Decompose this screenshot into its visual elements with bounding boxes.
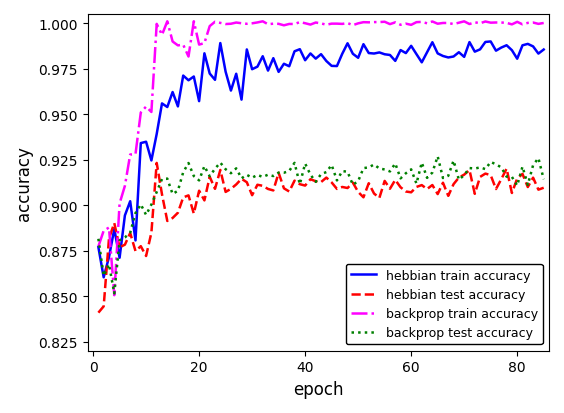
hebbian train accuracy — [233, 72, 240, 77]
hebbian test accuracy — [540, 186, 547, 191]
hebbian train accuracy — [100, 275, 107, 280]
backprop train accuracy — [180, 43, 187, 48]
backprop test accuracy — [111, 291, 118, 296]
X-axis label: epoch: epoch — [293, 380, 343, 398]
hebbian test accuracy — [254, 183, 261, 188]
hebbian train accuracy — [540, 48, 547, 53]
backprop train accuracy — [540, 21, 547, 26]
Line: backprop train accuracy: backprop train accuracy — [98, 22, 544, 295]
hebbian test accuracy — [153, 161, 160, 166]
backprop train accuracy — [111, 293, 118, 298]
hebbian train accuracy — [487, 40, 494, 45]
hebbian test accuracy — [174, 211, 181, 216]
Line: hebbian train accuracy: hebbian train accuracy — [98, 43, 544, 278]
backprop train accuracy — [164, 20, 171, 25]
Line: hebbian test accuracy: hebbian test accuracy — [98, 164, 544, 313]
Y-axis label: accuracy: accuracy — [15, 145, 33, 220]
hebbian train accuracy — [238, 98, 245, 103]
hebbian test accuracy — [519, 172, 526, 177]
hebbian test accuracy — [233, 183, 240, 188]
backprop train accuracy — [95, 244, 102, 249]
backprop test accuracy — [525, 183, 531, 188]
hebbian test accuracy — [323, 176, 330, 180]
hebbian train accuracy — [174, 104, 181, 109]
backprop test accuracy — [238, 176, 245, 181]
backprop train accuracy — [244, 22, 250, 27]
backprop test accuracy — [254, 173, 261, 178]
hebbian test accuracy — [238, 177, 245, 182]
hebbian train accuracy — [95, 245, 102, 250]
backprop train accuracy — [525, 21, 531, 26]
Line: backprop test accuracy: backprop test accuracy — [98, 157, 544, 294]
Legend: hebbian train accuracy, hebbian test accuracy, backprop train accuracy, backprop: hebbian train accuracy, hebbian test acc… — [346, 264, 543, 344]
backprop train accuracy — [259, 20, 266, 25]
backprop test accuracy — [95, 237, 102, 242]
hebbian test accuracy — [95, 311, 102, 316]
backprop test accuracy — [233, 166, 240, 171]
backprop test accuracy — [434, 154, 441, 159]
hebbian train accuracy — [254, 65, 261, 70]
backprop train accuracy — [328, 22, 335, 27]
backprop train accuracy — [238, 22, 245, 27]
backprop test accuracy — [323, 170, 330, 175]
backprop test accuracy — [540, 177, 547, 182]
hebbian train accuracy — [525, 42, 531, 47]
hebbian train accuracy — [323, 59, 330, 64]
backprop test accuracy — [174, 189, 181, 194]
